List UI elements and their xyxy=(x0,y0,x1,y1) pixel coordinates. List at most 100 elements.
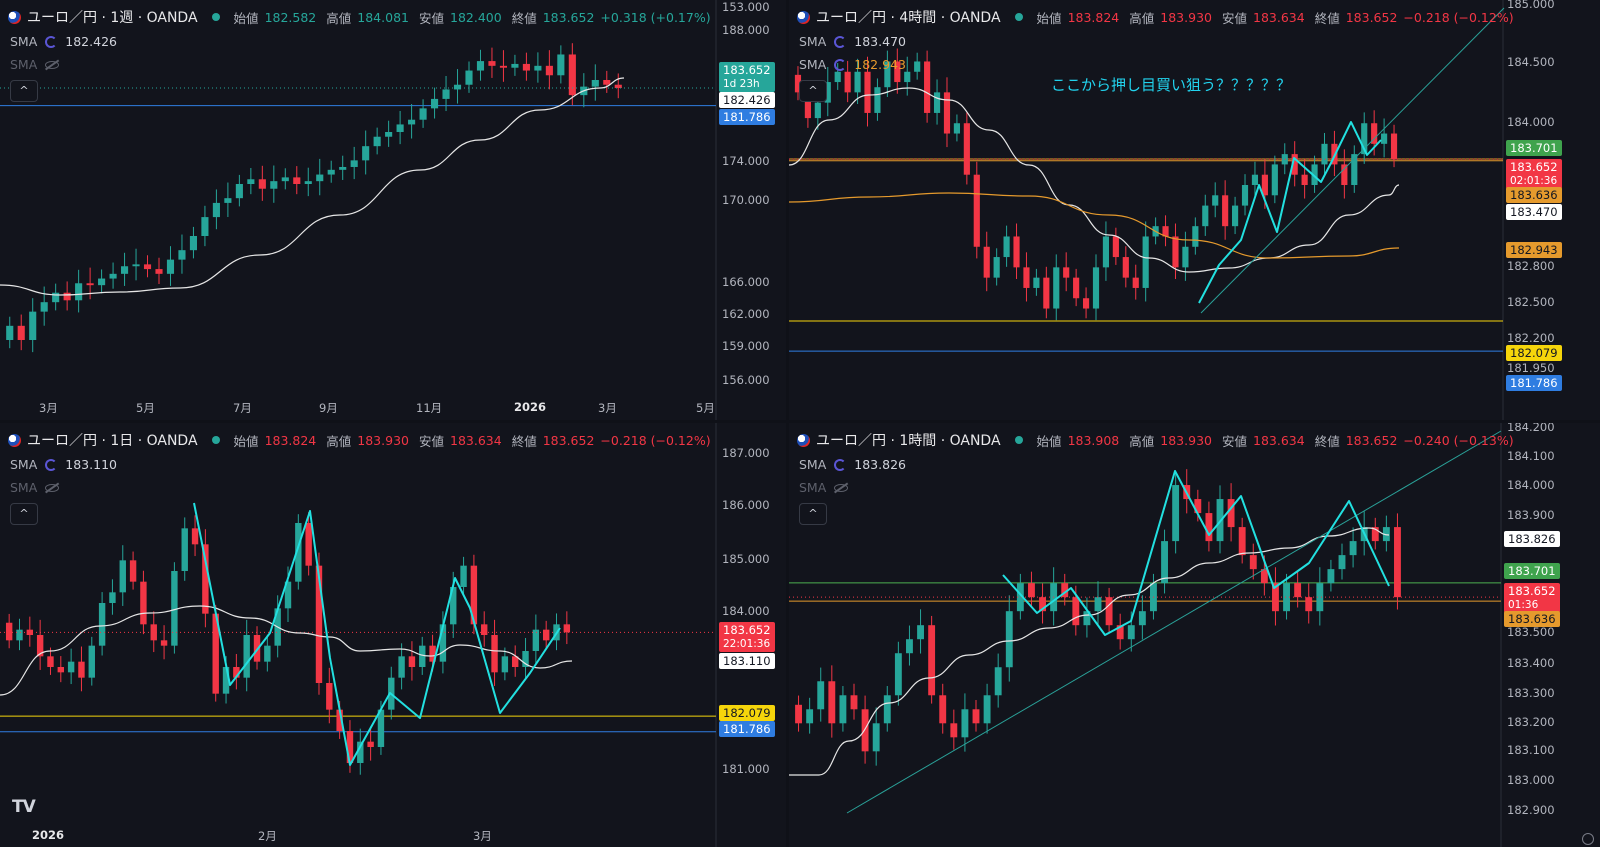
zigzag-drawing[interactable] xyxy=(1198,121,1382,304)
time-axis-label: 9月 xyxy=(319,401,338,415)
candle-body xyxy=(973,174,980,247)
trend-line[interactable] xyxy=(846,430,1502,814)
indicator-sma-1[interactable]: SMA 183.826 xyxy=(799,457,906,472)
price-tag-dn: 183.652 22:01:36 xyxy=(719,622,775,652)
candle-body xyxy=(470,565,478,625)
close-label: 終値 xyxy=(511,10,537,26)
candle-body xyxy=(1351,154,1358,185)
time-axis-label: 3月 xyxy=(598,401,617,415)
candle-body xyxy=(983,246,990,278)
candle-body xyxy=(1272,583,1279,612)
symbol-title[interactable]: ユーロ／円 · 1日 · OANDA xyxy=(27,433,198,449)
chart-weekly-canvas[interactable] xyxy=(0,0,786,420)
candle-body xyxy=(17,325,25,340)
chart-panel-4h[interactable]: ユーロ／円 · 4時間 · OANDA 始値 183.824 高値 183.930 … xyxy=(789,0,1600,420)
sma-long-line[interactable] xyxy=(789,192,1400,259)
candle-body xyxy=(961,709,969,738)
chart-annotation-text[interactable]: ここから押し目買い狙う？？？？？ xyxy=(1051,76,1292,94)
indicator-sma-1[interactable]: SMA 183.470 xyxy=(799,34,906,49)
collapse-legend-button[interactable]: ^ xyxy=(10,503,38,525)
price-tag-value: 181.786 xyxy=(723,722,771,736)
candle-body xyxy=(293,177,301,184)
collapse-legend-button[interactable]: ^ xyxy=(799,503,827,525)
indicator-sma-2[interactable]: SMA 182.943 xyxy=(799,57,906,72)
candle-body xyxy=(120,266,129,274)
candle-body xyxy=(488,61,496,66)
price-axis-label: 183.900 xyxy=(1507,508,1555,522)
settings-gear-icon[interactable] xyxy=(1582,833,1594,845)
high-value: 184.081 xyxy=(357,9,409,25)
candle-body xyxy=(63,292,71,301)
collapse-legend-button[interactable]: ^ xyxy=(10,80,38,102)
close-label: 終値 xyxy=(511,433,537,449)
low-label: 安値 xyxy=(1221,433,1247,449)
symbol-title[interactable]: ユーロ／円 · 1時間 · OANDA xyxy=(816,433,1001,449)
loading-icon xyxy=(834,35,847,48)
chart-panel-1h[interactable]: ユーロ／円 · 1時間 · OANDA 始値 183.908 高値 183.930 … xyxy=(789,423,1600,847)
trend-line[interactable] xyxy=(1200,7,1505,314)
close-value: 183.652 xyxy=(542,432,595,448)
zigzag-drawing[interactable] xyxy=(1002,470,1390,636)
candle-body xyxy=(1102,236,1110,268)
price-axis-label: 159.000 xyxy=(722,339,770,353)
candle-body xyxy=(1281,154,1288,165)
price-axis-label: 183.000 xyxy=(1507,773,1555,787)
candle-body xyxy=(160,640,168,646)
price-axis-label: 184.000 xyxy=(1507,478,1555,492)
chart-panel-daily[interactable]: ユーロ／円 · 1日 · OANDA 始値 183.824 高値 183.930 安… xyxy=(0,423,786,847)
candle-body xyxy=(1003,236,1010,258)
change-value: −0.218 (−0.12%) xyxy=(1403,9,1514,25)
indicator-value: 183.470 xyxy=(854,34,906,49)
price-axis-label: 174.000 xyxy=(722,154,770,168)
price-tag-value: 183.701 xyxy=(1508,564,1556,578)
chart-1h-canvas[interactable] xyxy=(789,423,1600,847)
price-axis-label: 188.000 xyxy=(722,23,770,37)
hidden-eye-icon[interactable] xyxy=(45,60,60,69)
chart-4h-canvas[interactable] xyxy=(789,0,1600,420)
countdown-timer: 02:01:36 xyxy=(1510,175,1558,187)
chart-panel-weekly[interactable]: ユーロ／円 · 1週 · OANDA 始値 182.582 高値 184.081 安… xyxy=(0,0,786,420)
hidden-eye-icon[interactable] xyxy=(834,483,849,492)
candle-body xyxy=(1227,499,1235,528)
collapse-legend-button[interactable]: ^ xyxy=(799,80,827,102)
eur-jpy-flag-icon xyxy=(8,10,21,24)
candle-body xyxy=(450,587,457,625)
sma-line[interactable] xyxy=(789,87,1400,273)
indicator-sma-2[interactable]: SMA xyxy=(10,57,60,72)
candle-body xyxy=(883,695,891,724)
symbol-title[interactable]: ユーロ／円 · 1週 · OANDA xyxy=(27,10,198,26)
zigzag-drawing[interactable] xyxy=(193,502,561,766)
chart-daily-canvas[interactable] xyxy=(0,423,786,847)
hidden-eye-icon[interactable] xyxy=(45,483,60,492)
indicator-sma-1[interactable]: SMA 182.426 xyxy=(10,34,117,49)
symbol-title[interactable]: ユーロ／円 · 4時間 · OANDA xyxy=(816,10,1001,26)
open-value: 182.582 xyxy=(264,9,317,25)
candle-body xyxy=(1083,611,1091,626)
candle-body xyxy=(1172,485,1180,542)
candle-body xyxy=(511,656,519,667)
indicator-sma-2[interactable]: SMA xyxy=(799,480,849,495)
low-label: 安値 xyxy=(1221,10,1247,26)
sma-line[interactable] xyxy=(0,605,573,696)
candle-body xyxy=(243,635,250,678)
candle-body xyxy=(491,635,498,673)
candle-body xyxy=(304,181,312,184)
loading-icon xyxy=(834,58,847,71)
candle-body xyxy=(465,70,473,85)
sma-line[interactable] xyxy=(0,77,625,296)
time-axis-label: 11月 xyxy=(416,401,443,415)
price-axis-label: 181.000 xyxy=(722,762,770,776)
candle-body xyxy=(499,65,508,68)
candle-body xyxy=(212,202,220,218)
indicator-sma-2[interactable]: SMA xyxy=(10,480,60,495)
close-label: 終値 xyxy=(1314,10,1340,26)
sma-line[interactable] xyxy=(789,527,1390,776)
candle-body xyxy=(1094,597,1102,612)
legend-daily: ユーロ／円 · 1日 · OANDA 始値 183.824 高値 183.930 安… xyxy=(8,430,711,450)
candle-body xyxy=(1291,154,1298,175)
candle-body xyxy=(545,65,553,76)
tradingview-logo-icon: TV xyxy=(12,797,36,817)
indicator-name: SMA xyxy=(799,480,827,495)
indicator-sma-1[interactable]: SMA 183.110 xyxy=(10,457,117,472)
candle-body xyxy=(1205,513,1213,542)
